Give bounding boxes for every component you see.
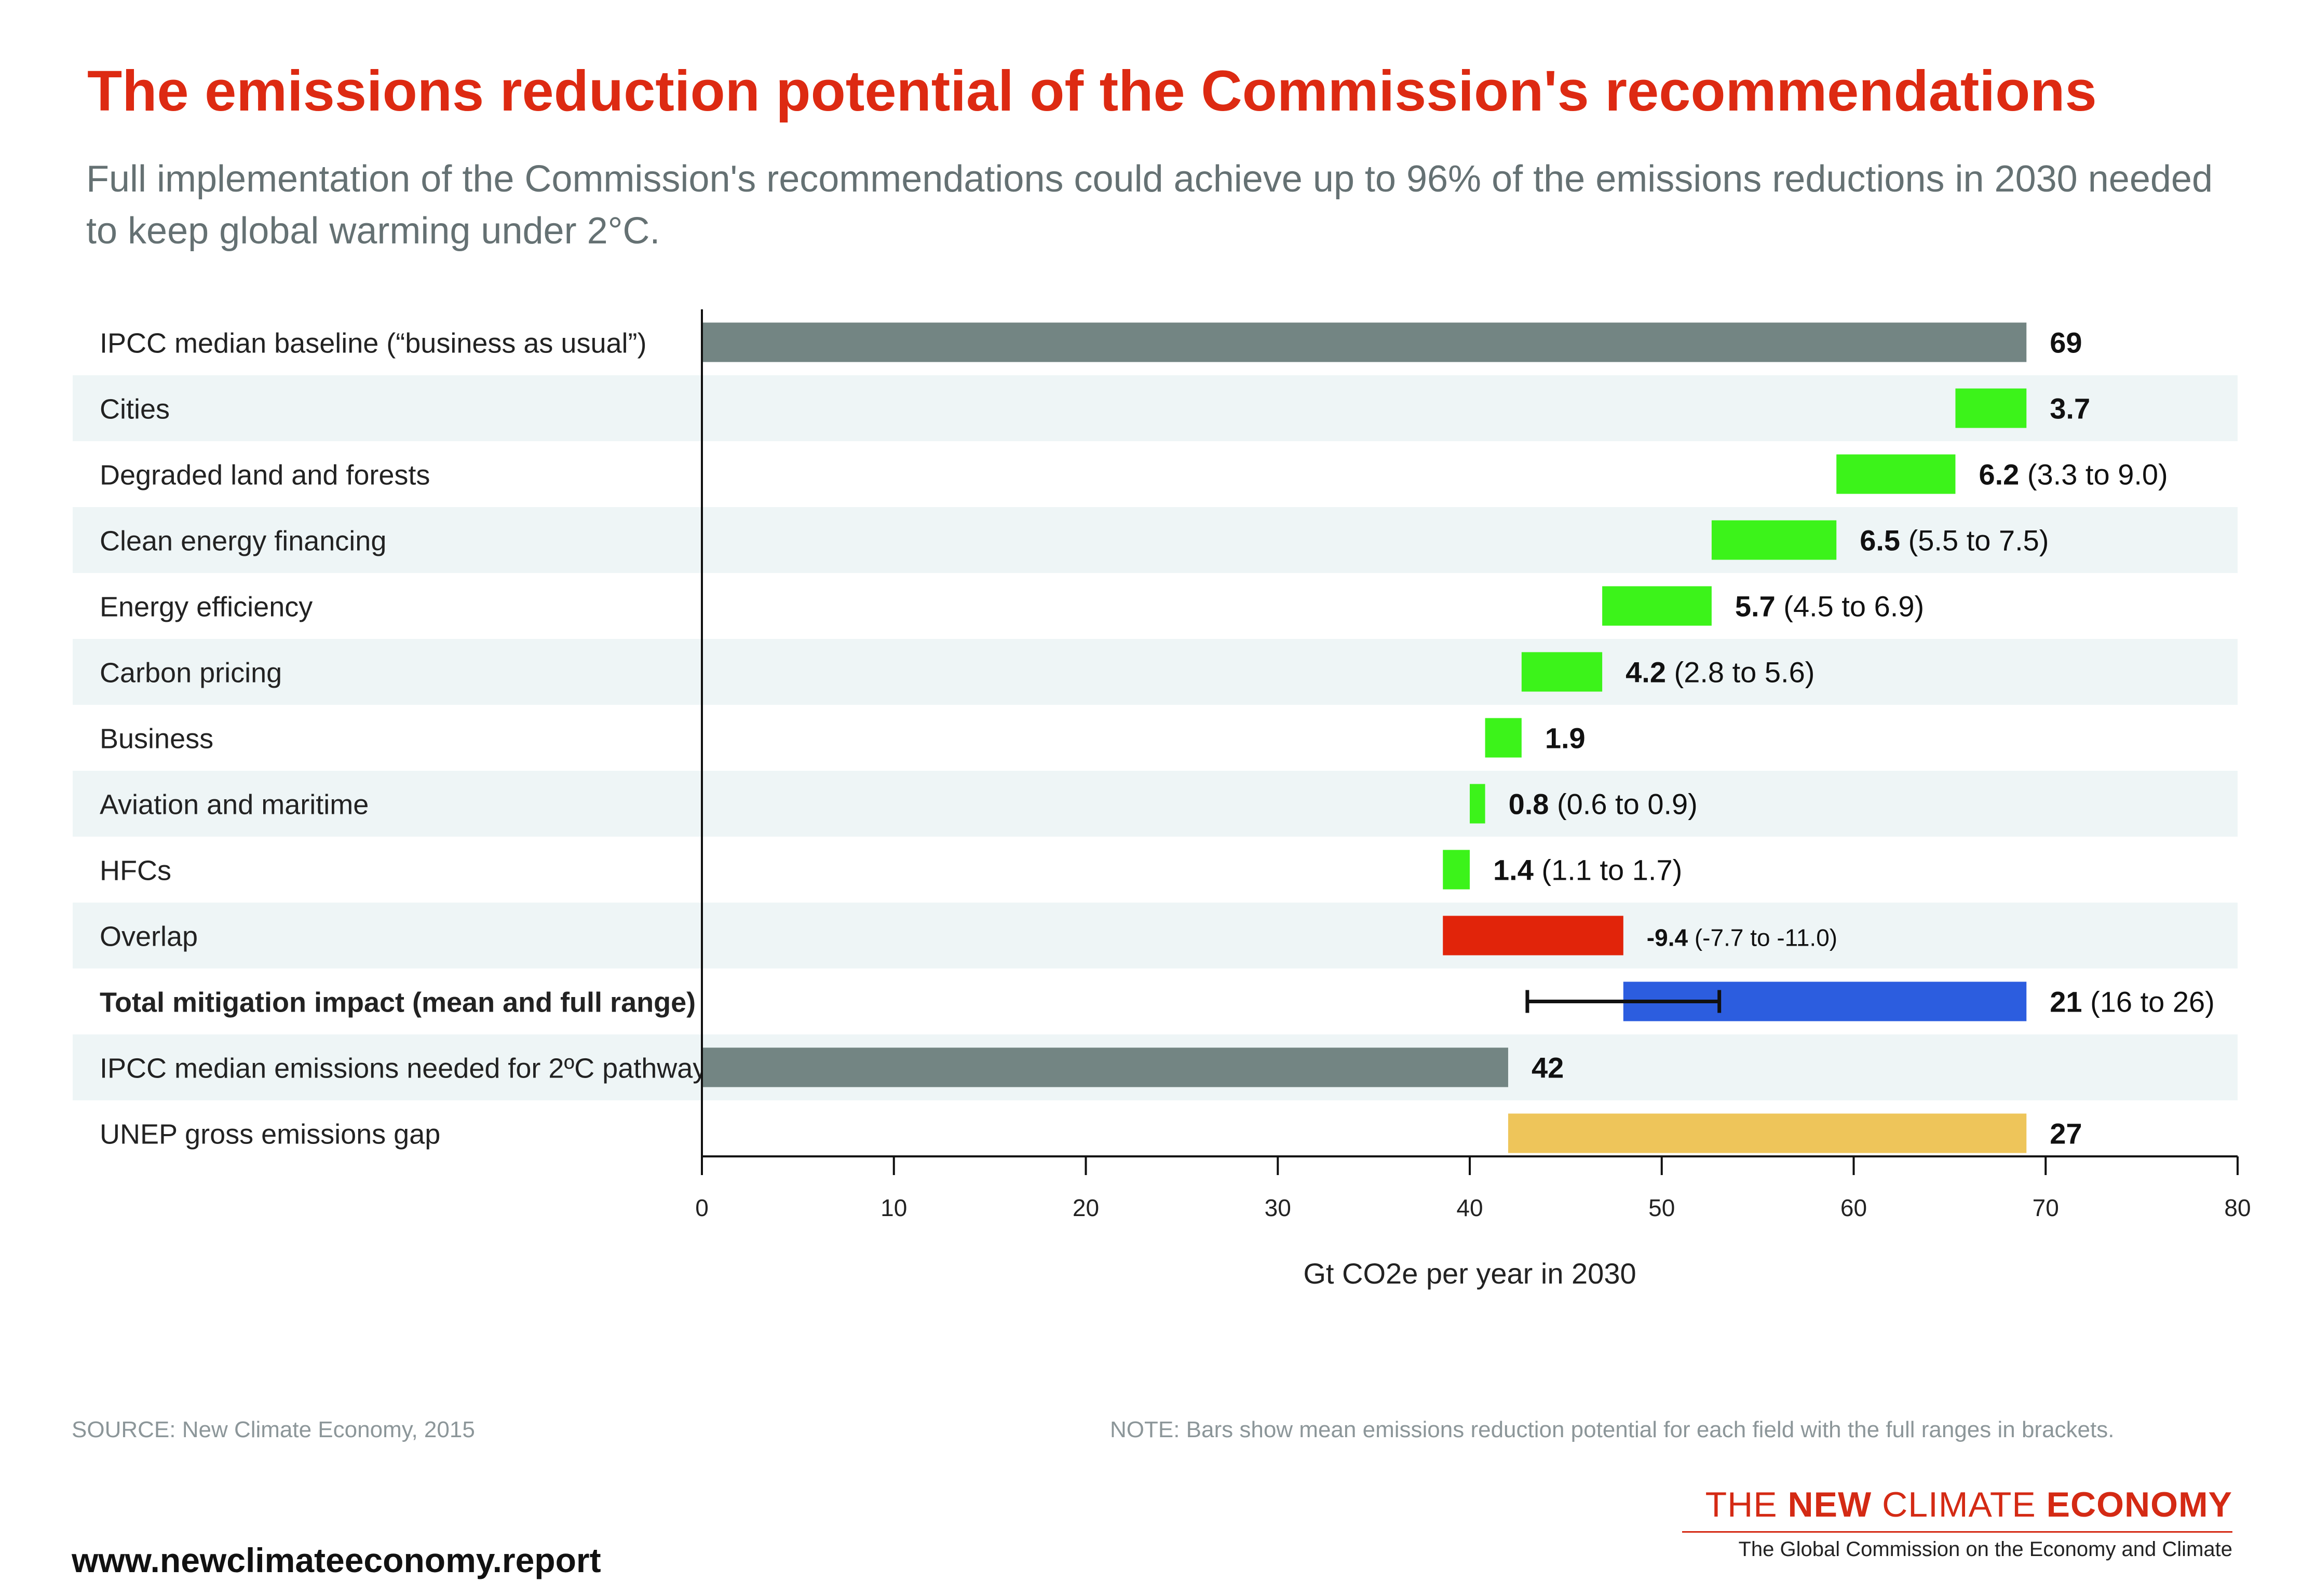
bar [1521,652,1603,692]
x-tick-label: 0 [695,1194,709,1221]
value-mean: 1.9 [1545,722,1586,755]
value-mean: 69 [2050,326,2082,359]
row-band [73,903,2238,968]
row-label: Energy efficiency [100,592,313,623]
value-mean: 6.2 [1979,458,2019,491]
footnote: NOTE: Bars show mean emissions reduction… [1110,1417,2115,1442]
row-label: Aviation and maritime [100,789,369,821]
logo-text-new: NEW [1787,1485,1872,1524]
value-range: (-7.7 to -11.0) [1688,924,1837,951]
logo-text-climate: CLIMATE [1872,1485,2047,1524]
value-mean: 21 [2050,986,2082,1018]
value-label: 1.9 [1545,722,1586,755]
bar [1443,850,1470,890]
chart-title: The emissions reduction potential of the… [87,59,2097,123]
bar [1443,916,1623,956]
x-tick-label: 40 [1456,1194,1483,1221]
value-label: 69 [2050,326,2082,359]
x-tick-label: 20 [1073,1194,1099,1221]
value-label: 6.5 (5.5 to 7.5) [1860,524,2049,557]
value-label: 27 [2050,1117,2082,1150]
bar [1711,520,1837,560]
value-mean: 6.5 [1860,524,1900,557]
logo-title: THE NEW CLIMATE ECONOMY [1682,1484,2232,1525]
value-mean: 4.2 [1626,656,1666,689]
chart-subtitle: Full implementation of the Commission's … [86,158,2213,252]
value-range: (16 to 26) [2082,986,2215,1018]
x-tick-label: 70 [2033,1194,2059,1221]
bar [1508,1113,2027,1153]
value-label: 1.4 (1.1 to 1.7) [1493,854,1682,886]
value-label: 5.7 (4.5 to 6.9) [1735,590,1924,623]
value-mean: 1.4 [1493,854,1534,886]
value-label: -9.4 (-7.7 to -11.0) [1647,924,1837,951]
logo-text-the: THE [1705,1485,1788,1524]
row-label: Degraded land and forests [100,460,430,491]
row-label: Business [100,724,213,755]
value-label: 6.2 (3.3 to 9.0) [1979,458,2168,491]
row-band [73,639,2238,705]
bar [702,1047,1508,1087]
x-tick-label: 80 [2224,1194,2251,1221]
value-mean: -9.4 [1647,924,1688,951]
x-axis-label: Gt CO2e per year in 2030 [1303,1257,1636,1290]
bar [1836,454,1956,494]
value-label: 4.2 (2.8 to 5.6) [1626,656,1814,689]
bar [1955,388,2027,428]
value-label: 21 (16 to 26) [2050,986,2215,1018]
row-label: Clean energy financing [100,526,386,557]
row-band [73,375,2238,441]
row-label: IPCC median baseline (“business as usual… [100,328,646,359]
bar [1602,586,1712,626]
value-mean: 3.7 [2050,392,2090,425]
bar [1470,784,1485,824]
x-tick-label: 30 [1265,1194,1291,1221]
value-mean: 27 [2050,1117,2082,1150]
logo-text-economy: ECONOMY [2046,1485,2232,1524]
logo-subtitle: The Global Commission on the Economy and… [1738,1538,2232,1561]
value-range: (3.3 to 9.0) [2019,458,2168,491]
logo: THE NEW CLIMATE ECONOMY The Global Commi… [1682,1484,2232,1561]
value-range: (5.5 to 7.5) [1900,524,2049,557]
value-label: 42 [1532,1052,1564,1084]
bar [1485,718,1522,758]
website-link[interactable]: www.newclimateeconomy.report [72,1541,601,1579]
value-label: 0.8 (0.6 to 0.9) [1509,788,1698,821]
row-band [73,771,2238,837]
value-mean: 0.8 [1509,788,1549,821]
row-label: Total mitigation impact (mean and full r… [100,987,696,1018]
row-label: Cities [100,394,170,425]
bar [702,322,2027,362]
value-range: (1.1 to 1.7) [1534,854,1682,886]
row-label: IPCC median emissions needed for 2ºC pat… [100,1053,707,1084]
x-tick-label: 10 [881,1194,907,1221]
row-band [73,507,2238,573]
source-note: SOURCE: New Climate Economy, 2015 [72,1417,475,1442]
value-range: (0.6 to 0.9) [1549,788,1697,821]
value-range: (4.5 to 6.9) [1776,590,1924,623]
value-mean: 5.7 [1735,590,1776,623]
row-label: UNEP gross emissions gap [100,1119,440,1150]
row-label: HFCs [100,855,171,886]
x-tick-label: 50 [1648,1194,1675,1221]
logo-rule [1682,1531,2232,1533]
row-label: Overlap [100,921,198,952]
chart: IPCC median baseline (“business as usual… [73,309,2251,1290]
value-mean: 42 [1532,1052,1564,1084]
value-range: (2.8 to 5.6) [1666,656,1814,689]
row-label: Carbon pricing [100,658,282,689]
value-label: 3.7 [2050,392,2090,425]
x-tick-label: 60 [1840,1194,1867,1221]
